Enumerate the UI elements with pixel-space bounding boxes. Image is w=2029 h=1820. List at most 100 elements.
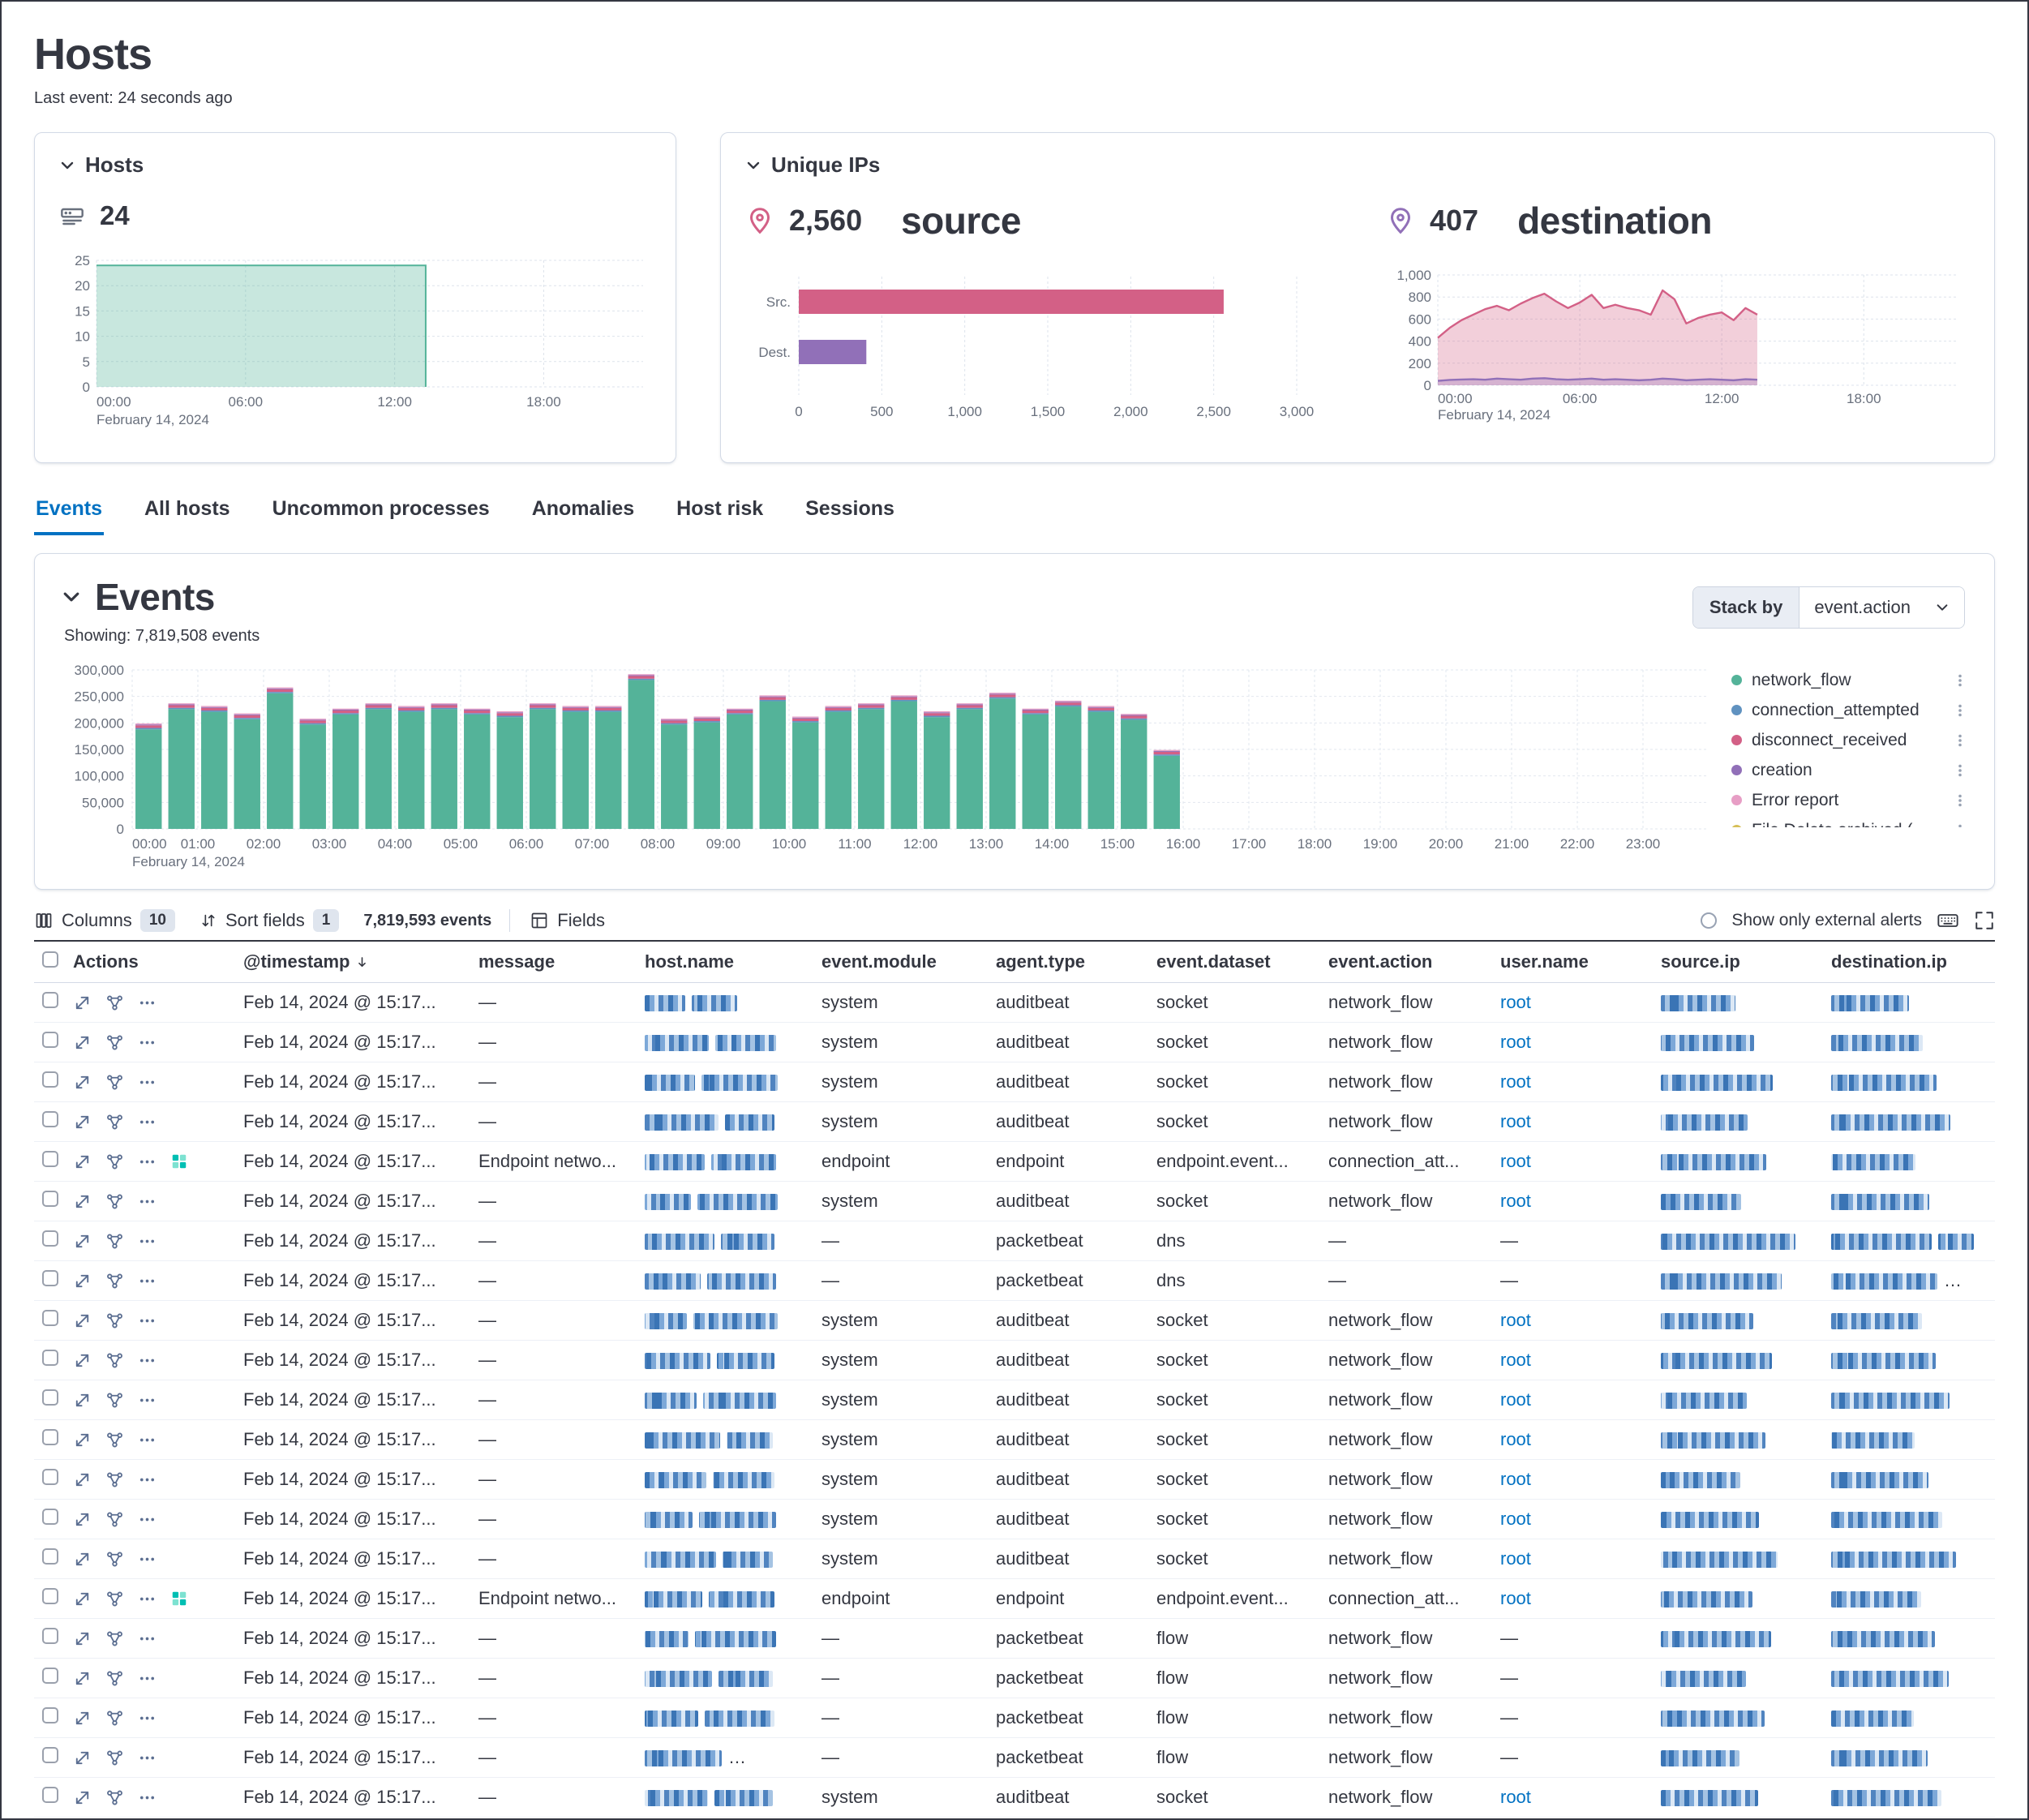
- analyze-event-icon[interactable]: [105, 1033, 124, 1052]
- more-actions-icon[interactable]: [138, 1391, 157, 1410]
- tab-all-hosts[interactable]: All hosts: [143, 492, 232, 535]
- cell-user-name[interactable]: root: [1500, 1588, 1661, 1609]
- cell-user-name[interactable]: root: [1500, 1111, 1661, 1132]
- legend-item-menu-icon[interactable]: [1952, 822, 1968, 828]
- fields-button[interactable]: Fields: [530, 910, 605, 931]
- analyze-event-icon[interactable]: [105, 1311, 124, 1330]
- more-actions-icon[interactable]: [138, 1192, 157, 1211]
- row-checkbox[interactable]: [42, 1310, 58, 1326]
- row-checkbox[interactable]: [42, 1111, 58, 1127]
- expand-event-icon[interactable]: [73, 1788, 92, 1807]
- chevron-down-icon[interactable]: [61, 586, 82, 607]
- row-checkbox[interactable]: [42, 1668, 58, 1684]
- more-actions-icon[interactable]: [138, 1033, 157, 1052]
- more-actions-icon[interactable]: [138, 1709, 157, 1728]
- legend-item[interactable]: connection_attempted: [1731, 695, 1968, 725]
- expand-event-icon[interactable]: [73, 1351, 92, 1370]
- column-header-hostname[interactable]: host.name: [645, 951, 821, 972]
- stack-by-select[interactable]: event.action: [1800, 587, 1964, 628]
- analyze-event-icon[interactable]: [105, 1351, 124, 1370]
- row-checkbox[interactable]: [42, 1071, 58, 1088]
- more-actions-icon[interactable]: [138, 1788, 157, 1807]
- row-checkbox[interactable]: [42, 1230, 58, 1247]
- row-checkbox[interactable]: [42, 992, 58, 1008]
- legend-item[interactable]: Error report: [1731, 785, 1968, 815]
- row-checkbox[interactable]: [42, 1469, 58, 1485]
- legend-item[interactable]: creation: [1731, 755, 1968, 785]
- tab-uncommon-processes[interactable]: Uncommon processes: [271, 492, 491, 535]
- expand-event-icon[interactable]: [73, 1709, 92, 1728]
- tab-anomalies[interactable]: Anomalies: [530, 492, 636, 535]
- chevron-down-icon[interactable]: [745, 157, 761, 174]
- expand-event-icon[interactable]: [73, 1232, 92, 1251]
- more-actions-icon[interactable]: [138, 1351, 157, 1370]
- expand-event-icon[interactable]: [73, 1550, 92, 1569]
- column-header-username[interactable]: user.name: [1500, 951, 1661, 972]
- more-actions-icon[interactable]: [138, 994, 157, 1012]
- tab-sessions[interactable]: Sessions: [804, 492, 896, 535]
- legend-item-menu-icon[interactable]: [1952, 732, 1968, 749]
- expand-event-icon[interactable]: [73, 1153, 92, 1171]
- cell-user-name[interactable]: root: [1500, 1787, 1661, 1808]
- legend-item-menu-icon[interactable]: [1952, 702, 1968, 719]
- analyze-event-icon[interactable]: [105, 1153, 124, 1171]
- tab-host-risk[interactable]: Host risk: [675, 492, 765, 535]
- row-checkbox[interactable]: [42, 1032, 58, 1048]
- expand-event-icon[interactable]: [73, 1470, 92, 1489]
- expand-event-icon[interactable]: [73, 1629, 92, 1648]
- row-checkbox[interactable]: [42, 1707, 58, 1723]
- expand-event-icon[interactable]: [73, 1272, 92, 1290]
- analyze-event-icon[interactable]: [105, 1391, 124, 1410]
- expand-event-icon[interactable]: [73, 1391, 92, 1410]
- analyze-event-icon[interactable]: [105, 1113, 124, 1131]
- column-header-message[interactable]: message: [478, 951, 645, 972]
- column-header-eventdataset[interactable]: event.dataset: [1156, 951, 1328, 972]
- more-actions-icon[interactable]: [138, 1470, 157, 1489]
- analyze-event-icon[interactable]: [105, 1749, 124, 1767]
- expand-event-icon[interactable]: [73, 1669, 92, 1688]
- analyze-event-icon[interactable]: [105, 1192, 124, 1211]
- analyze-event-icon[interactable]: [105, 1073, 124, 1092]
- row-checkbox[interactable]: [42, 1389, 58, 1406]
- legend-item[interactable]: File Delete archived (: [1731, 815, 1968, 827]
- cell-user-name[interactable]: root: [1500, 1469, 1661, 1490]
- cell-user-name[interactable]: root: [1500, 1429, 1661, 1450]
- row-checkbox[interactable]: [42, 1350, 58, 1366]
- tab-events[interactable]: Events: [34, 492, 104, 535]
- analyze-event-icon[interactable]: [105, 1669, 124, 1688]
- expand-event-icon[interactable]: [73, 1311, 92, 1330]
- column-header-destinationip[interactable]: destination.ip: [1831, 951, 1995, 972]
- more-actions-icon[interactable]: [138, 1590, 157, 1608]
- more-actions-icon[interactable]: [138, 1073, 157, 1092]
- more-actions-icon[interactable]: [138, 1669, 157, 1688]
- legend-item[interactable]: network_flow: [1731, 665, 1968, 695]
- more-actions-icon[interactable]: [138, 1550, 157, 1569]
- analyze-event-icon[interactable]: [105, 1788, 124, 1807]
- cell-user-name[interactable]: root: [1500, 1032, 1661, 1053]
- sort-fields-button[interactable]: Sort fields 1: [199, 909, 339, 932]
- expand-event-icon[interactable]: [73, 994, 92, 1012]
- cell-user-name[interactable]: root: [1500, 1151, 1661, 1172]
- cell-user-name[interactable]: root: [1500, 1310, 1661, 1331]
- select-all-checkbox[interactable]: [42, 951, 58, 968]
- more-actions-icon[interactable]: [138, 1431, 157, 1449]
- cell-user-name[interactable]: root: [1500, 1389, 1661, 1410]
- cell-user-name[interactable]: root: [1500, 992, 1661, 1013]
- more-actions-icon[interactable]: [138, 1629, 157, 1648]
- expand-event-icon[interactable]: [73, 1749, 92, 1767]
- more-actions-icon[interactable]: [138, 1272, 157, 1290]
- expand-event-icon[interactable]: [73, 1073, 92, 1092]
- column-header-Actions[interactable]: Actions: [73, 951, 243, 972]
- cell-user-name[interactable]: root: [1500, 1548, 1661, 1569]
- row-checkbox[interactable]: [42, 1270, 58, 1286]
- expand-event-icon[interactable]: [73, 1192, 92, 1211]
- expand-event-icon[interactable]: [73, 1113, 92, 1131]
- cell-user-name[interactable]: root: [1500, 1509, 1661, 1530]
- keyboard-shortcuts-icon[interactable]: [1937, 909, 1959, 932]
- more-actions-icon[interactable]: [138, 1153, 157, 1171]
- analyze-event-icon[interactable]: [105, 1272, 124, 1290]
- row-checkbox[interactable]: [42, 1429, 58, 1445]
- more-actions-icon[interactable]: [138, 1232, 157, 1251]
- analyze-event-icon[interactable]: [105, 1550, 124, 1569]
- columns-button[interactable]: Columns 10: [34, 909, 175, 932]
